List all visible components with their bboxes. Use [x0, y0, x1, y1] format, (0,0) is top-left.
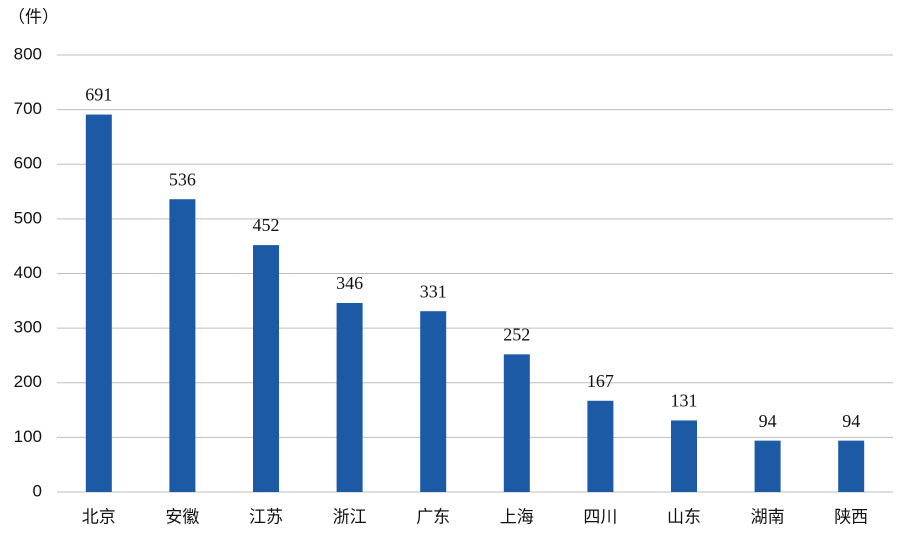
x-tick-label: 山东: [667, 507, 701, 526]
bar: [838, 440, 865, 492]
value-label: 167: [587, 371, 614, 391]
y-tick-label: 800: [14, 44, 42, 63]
bar: [85, 114, 112, 492]
x-tick-label: 广东: [416, 507, 450, 526]
x-tick-label: 陕西: [834, 507, 868, 526]
value-label: 452: [253, 215, 280, 235]
value-label: 536: [169, 169, 196, 189]
y-tick-label: 600: [14, 154, 42, 173]
bar: [169, 199, 196, 492]
y-axis-label: （件）: [8, 7, 59, 26]
bar: [420, 311, 447, 492]
bar: [253, 245, 279, 492]
y-tick-label: 200: [14, 372, 42, 391]
bar: [336, 302, 363, 492]
bar: [503, 354, 530, 492]
x-tick-label: 四川: [583, 507, 617, 526]
bar: [671, 420, 697, 492]
value-label: 94: [759, 411, 777, 431]
x-tick-label: 北京: [82, 507, 116, 526]
y-tick-label: 300: [14, 318, 42, 337]
value-label: 252: [503, 324, 530, 344]
x-tick-label: 江苏: [249, 507, 283, 526]
value-label: 691: [85, 85, 112, 105]
x-tick-label: 上海: [500, 507, 534, 526]
y-tick-label: 700: [14, 99, 42, 118]
x-tick-label: 湖南: [751, 507, 785, 526]
y-tick-label: 0: [33, 481, 42, 500]
y-tick-label: 500: [14, 208, 42, 227]
x-tick-label: 安徽: [165, 507, 199, 526]
value-label: 346: [336, 273, 363, 293]
bar: [754, 440, 781, 492]
y-tick-label: 400: [14, 263, 42, 282]
value-label: 131: [671, 391, 698, 411]
y-tick-label: 100: [14, 427, 42, 446]
x-tick-label: 浙江: [333, 507, 367, 526]
value-label: 331: [420, 281, 447, 301]
bar: [587, 400, 614, 492]
value-label: 94: [842, 411, 860, 431]
